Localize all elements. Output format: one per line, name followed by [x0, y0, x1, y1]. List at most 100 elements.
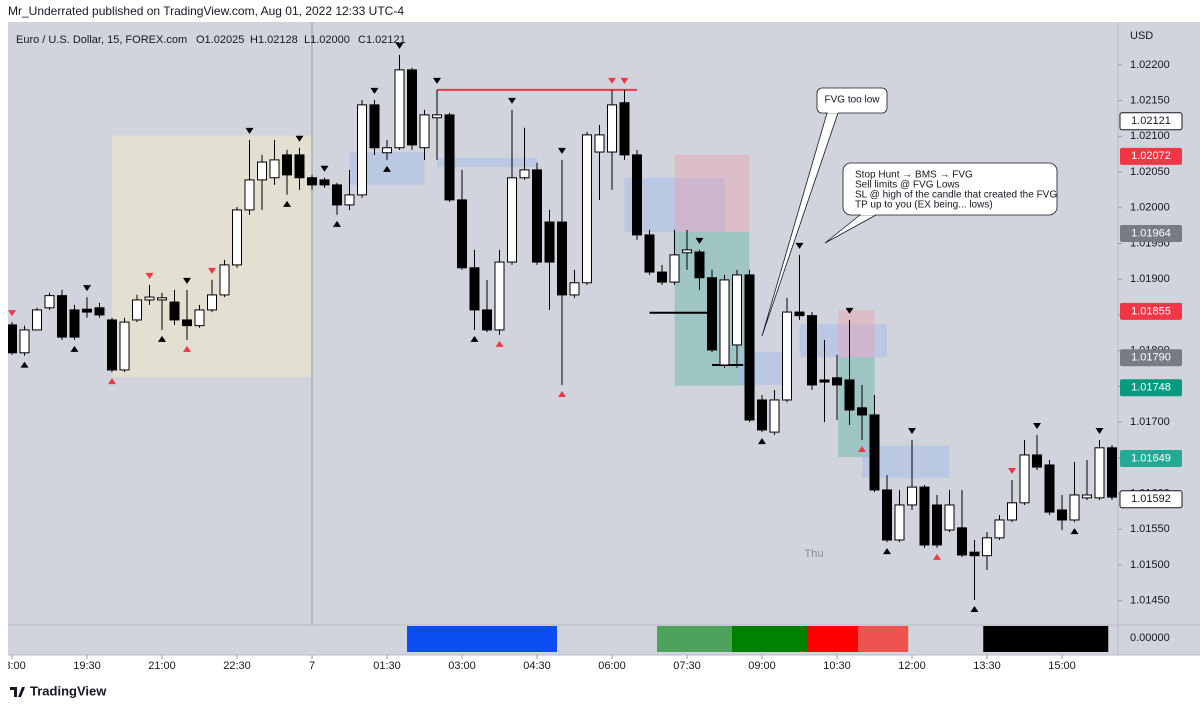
callout-box [842, 162, 1058, 216]
candle-body [19, 329, 30, 354]
price-label-box [1120, 450, 1182, 468]
fractal-marker [183, 345, 191, 352]
price-label: 1.02121 [1131, 115, 1171, 127]
candle-body [1082, 494, 1092, 499]
fractal-marker [1095, 427, 1104, 434]
candle-body [169, 301, 180, 321]
session-bar [732, 626, 807, 652]
candle-body [94, 307, 105, 316]
candle-body [132, 299, 142, 321]
session-bar [858, 626, 909, 652]
y-tick-label: 1.01900 [1130, 273, 1170, 285]
candle-body [532, 169, 542, 263]
candle-body [594, 134, 605, 153]
fractal-marker [283, 200, 291, 207]
x-tick-label: 13:30 [973, 660, 1001, 672]
x-tick-label: 03:00 [448, 660, 476, 672]
zone [838, 309, 875, 358]
candle-body [107, 319, 117, 371]
candle-body [782, 311, 792, 401]
price-label: 1.02072 [1131, 150, 1171, 162]
candle-body [832, 377, 842, 386]
session-bar [983, 626, 1109, 652]
price-label: 1.01855 [1131, 305, 1171, 317]
candle-body [69, 309, 80, 338]
price-label-box [1119, 112, 1183, 131]
candle-body [732, 274, 742, 346]
candle-body [207, 294, 217, 311]
logo-mark [10, 687, 25, 697]
price-label-box [1120, 302, 1182, 320]
candle-body [969, 551, 980, 557]
y-tick-label: 1.01500 [1130, 559, 1170, 571]
price-label: 1.01964 [1131, 227, 1171, 239]
candle-body [232, 209, 242, 266]
y-tick-label: 1.02200 [1130, 59, 1170, 71]
candle-body [457, 199, 467, 269]
session-bar [807, 626, 859, 652]
y-tick-label: 1.01450 [1130, 595, 1170, 607]
candle-body [707, 277, 717, 351]
zone [674, 154, 750, 233]
price-label: 1.01592 [1131, 493, 1171, 505]
candle-body [432, 114, 442, 119]
candle-body [1094, 447, 1105, 499]
candle-body [682, 249, 692, 254]
x-tick-label: 10:30 [823, 660, 851, 672]
candle-body [182, 319, 192, 327]
candle-body [1057, 509, 1067, 521]
candle-body [894, 504, 905, 541]
candle-body [794, 311, 805, 317]
x-tick-label: 18:00 [0, 660, 26, 672]
candle-body [382, 147, 392, 154]
candle-body [569, 282, 580, 296]
candle-body [519, 169, 530, 179]
candle-body [1044, 464, 1055, 513]
candle-body [144, 296, 155, 301]
candle-body [669, 254, 680, 283]
candle-body [244, 179, 255, 211]
x-tick-label: 15:00 [1048, 660, 1076, 672]
fractal-marker [8, 310, 16, 317]
price-label-box [1120, 349, 1182, 367]
fractal-marker [295, 135, 304, 142]
y-tick-label: 1.02050 [1130, 166, 1170, 178]
callout-box [816, 87, 888, 114]
price-label: 1.01748 [1131, 382, 1171, 394]
legend-ohlc: C1.02121 [358, 34, 406, 46]
fractal-marker [320, 165, 329, 172]
x-tick-label: 22:30 [223, 660, 251, 672]
callout-text: TP up to you (EX being... lows) [855, 200, 993, 211]
candle-body [319, 179, 330, 186]
price-label: 1.01790 [1131, 352, 1171, 364]
y-tick-label: 1.01550 [1130, 523, 1170, 535]
candle-body [1069, 494, 1080, 521]
fractal-marker [158, 335, 166, 342]
fractal-marker [795, 242, 804, 249]
y-tick-label: 1.02100 [1130, 130, 1170, 142]
candle-body [82, 308, 92, 313]
candle-body [1007, 502, 1017, 521]
candle-body [957, 527, 967, 556]
fractal-marker [758, 438, 766, 445]
footer-logo: TradingView [10, 683, 107, 698]
candle-body [194, 309, 205, 327]
candle-body [607, 104, 617, 153]
fractal-marker [370, 87, 379, 94]
candle-body [269, 159, 280, 179]
fractal-marker [108, 378, 116, 385]
candle-body [619, 102, 630, 156]
candle-body [807, 315, 817, 386]
fractal-marker [883, 548, 891, 555]
candle-body [932, 504, 942, 546]
x-tick-label: 21:00 [148, 660, 176, 672]
fractal-marker [908, 427, 916, 434]
candle-body [757, 399, 767, 431]
candle-body [157, 297, 167, 301]
legend-symbol: Euro / U.S. Dollar, 15, FOREX.com [16, 34, 187, 46]
fractal-marker [933, 553, 941, 560]
candle-body [419, 114, 430, 149]
candle-body [394, 69, 405, 149]
fractal-marker [1008, 467, 1016, 474]
